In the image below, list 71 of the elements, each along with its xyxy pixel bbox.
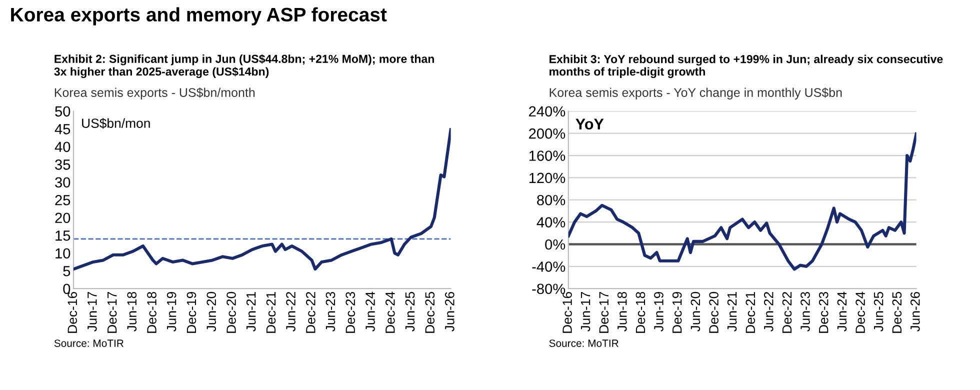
source-note: Source: MoTIR [54, 340, 124, 347]
x-tick-label: Dec-24 [386, 292, 395, 333]
chart-title: Exhibit 3: YoY rebound surged to +199% in Jun; already six consecutive months of triple-digit growth [550, 54, 943, 78]
x-tick-label: Jun-22 [286, 292, 296, 332]
x-tick-label: Jun-20 [690, 292, 700, 332]
y-tick-label: 10 [56, 248, 70, 259]
x-tick-label: Jun-17 [580, 292, 590, 332]
x-tick-label: Dec-25 [425, 292, 435, 333]
x-tick-label: Jun-20 [206, 292, 216, 332]
x-tick-label: Dec-20 [226, 292, 236, 333]
x-tick-label: Jun-21 [246, 292, 256, 332]
x-tick-label: Jun-19 [654, 292, 664, 332]
y-tick-label: 30 [55, 177, 70, 188]
y-tick-label: 200% [529, 128, 566, 139]
x-tick-label: Jun-17 [88, 292, 97, 332]
chart-title: Exhibit 2: Significant jump in Jun (US$44.8bn; +21% MoM); more than 3x higher than 2025-average (US$14bn) [54, 54, 434, 78]
x-tick-label: Dec-18 [636, 292, 646, 333]
x-tick-label: Jun-23 [326, 292, 336, 332]
x-tick-label: Dec-20 [709, 292, 718, 333]
y-tick-label: 80% [537, 194, 566, 206]
line-series [568, 132, 916, 271]
x-tick-label: Jun-25 [874, 292, 884, 332]
x-tick-label: Dec-17 [108, 292, 117, 333]
y-tick-label: 0% [545, 239, 566, 250]
y-tick-label: 120% [529, 172, 566, 184]
x-tick-label: Jun-26 [445, 292, 454, 332]
y-tick-label: 160% [529, 150, 566, 161]
x-tick-label: Jun-22 [764, 292, 774, 332]
y-axis-title: US$bn/mon [82, 118, 150, 129]
text: Korea exports and memory ASP forecast [11, 7, 387, 26]
x-tick-label: Jun-24 [837, 292, 847, 332]
line-series [74, 128, 451, 271]
x-tick-label: Dec-21 [746, 292, 756, 333]
x-tick-label: Jun-23 [800, 292, 810, 332]
y-tick-label: 5 [63, 266, 70, 276]
x-tick-label: Dec-19 [186, 292, 196, 333]
x-tick-label: Jun-18 [617, 292, 627, 332]
y-axis-title: YoY [576, 118, 604, 130]
y-tick-label: 50 [55, 106, 70, 117]
x-tick-label: Dec-21 [266, 292, 276, 333]
x-tick-label: Jun-24 [366, 292, 375, 332]
y-tick-label: 0 [63, 284, 70, 294]
x-tick-label: Dec-17 [599, 292, 609, 333]
y-tick-label: 15 [56, 230, 70, 241]
x-tick-label: Dec-25 [892, 292, 902, 333]
y-tick-label: 35 [55, 159, 70, 170]
x-tick-label: Jun-25 [405, 292, 415, 332]
x-tick-label: Dec-22 [782, 292, 792, 333]
y-tick-label: 40 [54, 142, 70, 152]
x-tick-label: Dec-24 [856, 292, 865, 333]
x-tick-label: Jun-26 [910, 292, 920, 332]
x-tick-label: Dec-23 [818, 292, 828, 333]
y-tick-label: 20 [55, 212, 70, 224]
chart-subtitle: Korea semis exports - YoY change in monthly US$bn [550, 88, 842, 100]
x-tick-label: Jun-18 [127, 292, 137, 332]
x-tick-label: Dec-18 [147, 292, 156, 333]
x-tick-label: Dec-19 [672, 292, 682, 333]
y-tick-label: -80% [532, 284, 566, 294]
x-tick-label: Dec-22 [306, 292, 316, 333]
chart-subtitle: Korea semis exports - US$bn/month [54, 88, 255, 100]
x-tick-label: Jun-19 [166, 292, 176, 332]
x-tick-label: Jun-21 [727, 292, 737, 332]
x-tick-label: Dec-23 [346, 292, 356, 333]
y-tick-label: -40% [532, 262, 566, 272]
y-tick-label: 25 [55, 194, 70, 206]
y-tick-label: 40% [536, 217, 566, 228]
y-tick-label: 240% [529, 106, 566, 117]
x-tick-label: Dec-16 [68, 292, 78, 333]
x-tick-label: Dec-16 [562, 292, 572, 333]
source-note: Source: MoTIR [549, 340, 618, 347]
y-tick-label: 45 [54, 124, 70, 134]
